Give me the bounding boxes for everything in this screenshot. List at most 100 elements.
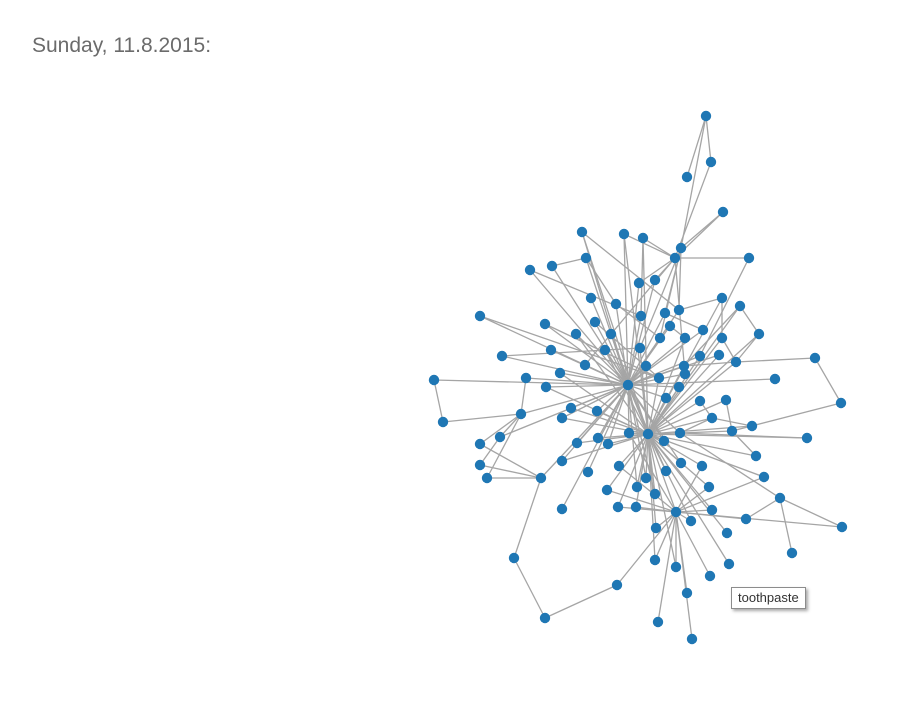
graph-node[interactable]: [704, 570, 716, 582]
graph-node[interactable]: [723, 558, 735, 570]
graph-node[interactable]: [720, 394, 732, 406]
graph-node[interactable]: [524, 264, 536, 276]
graph-node[interactable]: [706, 504, 718, 516]
graph-node[interactable]: [599, 344, 611, 356]
graph-node[interactable]: [650, 522, 662, 534]
graph-node[interactable]: [649, 488, 661, 500]
graph-node[interactable]: [703, 481, 715, 493]
graph-node[interactable]: [686, 633, 698, 645]
graph-node[interactable]: [801, 432, 813, 444]
graph-node[interactable]: [610, 298, 622, 310]
graph-node[interactable]: [428, 374, 440, 386]
graph-node[interactable]: [786, 547, 798, 559]
graph-node[interactable]: [520, 372, 532, 384]
graph-node[interactable]: [653, 372, 665, 384]
graph-node[interactable]: [678, 360, 690, 372]
graph-node[interactable]: [685, 515, 697, 527]
graph-node[interactable]: [649, 554, 661, 566]
graph-node[interactable]: [591, 405, 603, 417]
graph-node[interactable]: [496, 350, 508, 362]
graph-nodes[interactable]: [428, 110, 848, 645]
graph-node[interactable]: [681, 171, 693, 183]
graph-node[interactable]: [713, 349, 725, 361]
graph-node[interactable]: [640, 360, 652, 372]
graph-node[interactable]: [556, 503, 568, 515]
graph-node[interactable]: [637, 232, 649, 244]
graph-node[interactable]: [474, 459, 486, 471]
graph-node[interactable]: [664, 320, 676, 332]
graph-node[interactable]: [706, 412, 718, 424]
graph-node[interactable]: [716, 332, 728, 344]
graph-node[interactable]: [640, 472, 652, 484]
graph-node[interactable]: [556, 412, 568, 424]
graph-node[interactable]: [809, 352, 821, 364]
graph-node[interactable]: [734, 300, 746, 312]
graph-node[interactable]: [700, 110, 712, 122]
graph-node[interactable]: [611, 579, 623, 591]
graph-node[interactable]: [515, 408, 527, 420]
graph-node[interactable]: [730, 356, 742, 368]
graph-node[interactable]: [750, 450, 762, 462]
graph-node[interactable]: [474, 310, 486, 322]
graph-node[interactable]: [540, 381, 552, 393]
graph-node[interactable]: [535, 472, 547, 484]
graph-node[interactable]: [674, 427, 686, 439]
graph-node[interactable]: [705, 156, 717, 168]
graph-node[interactable]: [635, 310, 647, 322]
graph-node[interactable]: [633, 277, 645, 289]
graph-node[interactable]: [652, 616, 664, 628]
graph-node[interactable]: [605, 328, 617, 340]
graph-node[interactable]: [585, 292, 597, 304]
graph-node[interactable]: [660, 465, 672, 477]
graph-node[interactable]: [721, 527, 733, 539]
graph-node[interactable]: [602, 438, 614, 450]
graph-node[interactable]: [437, 416, 449, 428]
graph-node[interactable]: [753, 328, 765, 340]
graph-node[interactable]: [697, 324, 709, 336]
graph-node[interactable]: [726, 425, 738, 437]
graph-node[interactable]: [613, 460, 625, 472]
graph-node[interactable]: [642, 428, 654, 440]
graph-node[interactable]: [836, 521, 848, 533]
graph-node[interactable]: [696, 460, 708, 472]
graph-node[interactable]: [679, 368, 691, 380]
graph-node[interactable]: [758, 471, 770, 483]
graph-node[interactable]: [660, 392, 672, 404]
graph-node[interactable]: [694, 395, 706, 407]
graph-node[interactable]: [618, 228, 630, 240]
graph-node[interactable]: [539, 318, 551, 330]
graph-node[interactable]: [592, 432, 604, 444]
graph-node[interactable]: [670, 561, 682, 573]
graph-node[interactable]: [743, 252, 755, 264]
graph-node[interactable]: [571, 437, 583, 449]
graph-node[interactable]: [694, 350, 706, 362]
graph-node[interactable]: [570, 328, 582, 340]
graph-node[interactable]: [679, 332, 691, 344]
graph-node[interactable]: [622, 379, 634, 391]
graph-node[interactable]: [554, 367, 566, 379]
graph-node[interactable]: [670, 506, 682, 518]
graph-node[interactable]: [494, 431, 506, 443]
graph-node[interactable]: [612, 501, 624, 513]
graph-node[interactable]: [774, 492, 786, 504]
graph-node[interactable]: [623, 427, 635, 439]
graph-node[interactable]: [508, 552, 520, 564]
graph-node[interactable]: [580, 252, 592, 264]
graph-node[interactable]: [654, 332, 666, 344]
graph-node[interactable]: [545, 344, 557, 356]
graph-node[interactable]: [746, 420, 758, 432]
graph-node[interactable]: [716, 292, 728, 304]
graph-node[interactable]: [634, 342, 646, 354]
graph-node[interactable]: [630, 501, 642, 513]
graph-node[interactable]: [681, 587, 693, 599]
graph-node[interactable]: [675, 242, 687, 254]
graph-node[interactable]: [546, 260, 558, 272]
graph-node[interactable]: [582, 466, 594, 478]
graph-node[interactable]: [769, 373, 781, 385]
graph-node[interactable]: [673, 304, 685, 316]
graph-node[interactable]: [565, 402, 577, 414]
graph-node[interactable]: [589, 316, 601, 328]
graph-node[interactable]: [474, 438, 486, 450]
graph-node[interactable]: [539, 612, 551, 624]
